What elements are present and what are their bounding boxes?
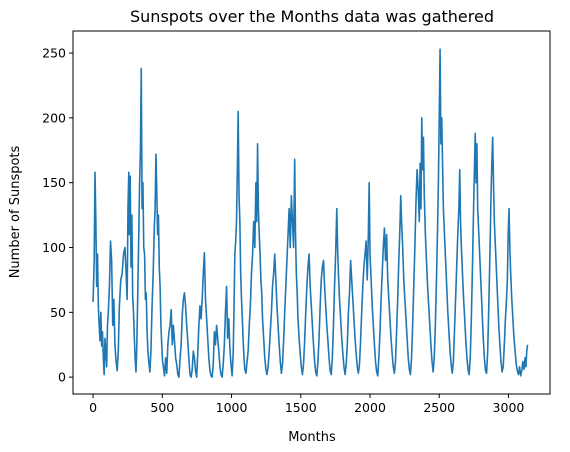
y-tick-label: 200 xyxy=(42,110,66,125)
y-tick-label: 250 xyxy=(42,46,66,61)
x-tick-label: 2500 xyxy=(423,400,455,415)
plot-area xyxy=(72,30,551,395)
y-tick-label: 100 xyxy=(42,240,66,255)
x-tick-label: 500 xyxy=(150,400,174,415)
y-tick-label: 0 xyxy=(58,370,66,385)
y-axis: 0 50 100 150 200 250 xyxy=(42,46,73,385)
x-tick-label: 0 xyxy=(89,400,97,415)
x-tick-label: 1500 xyxy=(285,400,317,415)
x-axis-label: Months xyxy=(288,430,336,445)
series-layer xyxy=(92,48,529,378)
y-tick-label: 150 xyxy=(42,175,66,190)
x-tick-label: 2000 xyxy=(354,400,386,415)
chart-title: Sunspots over the Months data was gather… xyxy=(130,7,494,26)
x-axis: 0 500 1000 1500 2000 2500 3000 xyxy=(89,394,524,415)
y-tick-label: 50 xyxy=(50,305,66,320)
y-axis-label: Number of Sunspots xyxy=(8,145,23,278)
sunspot-series-line xyxy=(92,48,529,378)
axes-frame xyxy=(72,30,551,395)
x-tick-label: 1000 xyxy=(216,400,248,415)
x-tick-label: 3000 xyxy=(493,400,525,415)
